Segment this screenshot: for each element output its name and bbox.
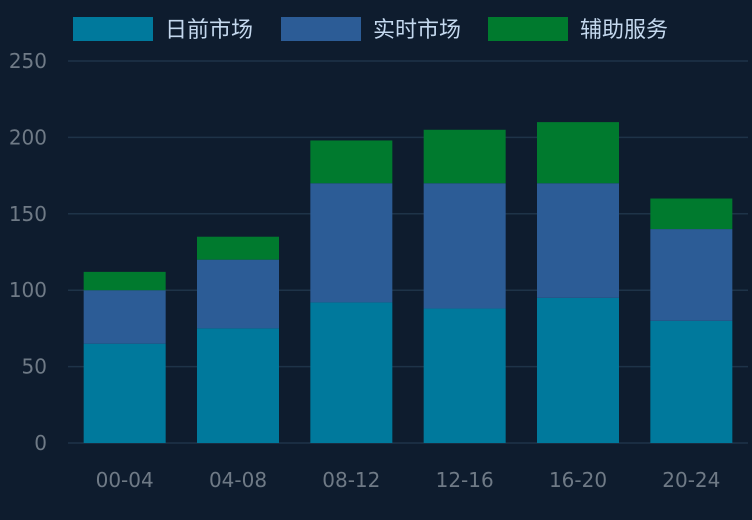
bar-04-08-series-0	[197, 328, 279, 443]
legend-swatch-2[interactable]	[488, 17, 568, 41]
gridlines	[68, 60, 748, 444]
bar-00-04-series-0	[83, 343, 166, 443]
bar-04-08-series-2	[197, 236, 279, 260]
x-tick-label: 12-16	[436, 468, 494, 492]
legend-label-0[interactable]: 日前市场	[165, 18, 253, 43]
bar-08-12-series-2	[310, 140, 393, 184]
y-tick-label: 100	[9, 278, 47, 302]
bar-12-16-series-1	[423, 183, 506, 309]
bar-12-16-series-0	[423, 308, 506, 443]
y-tick-label: 0	[34, 431, 47, 455]
bar-16-20-series-1	[537, 183, 619, 298]
bar-20-24-series-2	[650, 198, 733, 230]
bar-04-08-series-1	[197, 259, 279, 329]
bar-00-04-series-1	[83, 290, 166, 344]
legend-label-1[interactable]: 实时市场	[373, 18, 461, 43]
y-tick-label: 250	[9, 49, 47, 73]
x-tick-label: 04-08	[209, 468, 267, 492]
bar-20-24-series-1	[650, 229, 733, 321]
x-tick-label: 08-12	[322, 468, 380, 492]
y-tick-label: 150	[9, 202, 47, 226]
legend: 日前市场 实时市场 辅助服务	[73, 17, 668, 43]
x-tick-label: 20-24	[662, 468, 720, 492]
y-tick-label: 50	[22, 355, 47, 379]
bar-12-16-series-2	[423, 129, 506, 184]
bars	[83, 122, 733, 443]
legend-swatch-0[interactable]	[73, 17, 153, 41]
bar-16-20-series-2	[537, 122, 619, 184]
x-tick-label: 16-20	[549, 468, 607, 492]
bar-08-12-series-0	[310, 302, 393, 443]
y-tick-label: 200	[9, 125, 47, 149]
bar-16-20-series-0	[537, 297, 619, 443]
x-tick-label: 00-04	[96, 468, 154, 492]
bar-00-04-series-2	[83, 271, 166, 291]
bar-20-24-series-0	[650, 320, 733, 443]
legend-label-2[interactable]: 辅助服务	[580, 18, 668, 43]
legend-swatch-1[interactable]	[281, 17, 361, 41]
axes: 0 50 100 150 200 250 00-04 04-08 08-12 12-16 16-20…	[9, 49, 721, 492]
bar-08-12-series-1	[310, 183, 393, 303]
